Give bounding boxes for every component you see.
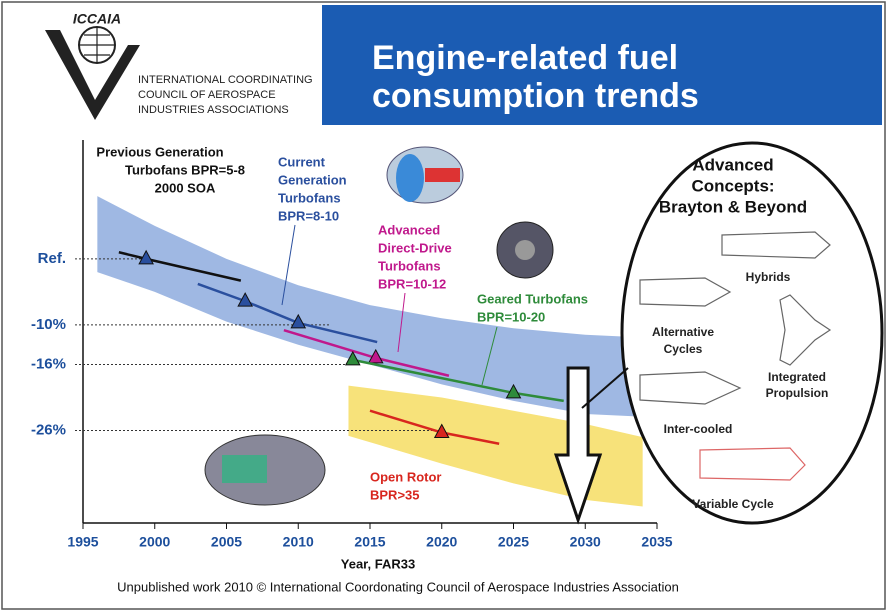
series-label: Advanced	[378, 222, 440, 237]
series-label: BPR=10-12	[378, 276, 446, 291]
x-axis-label: Year, FAR33	[341, 556, 415, 571]
x-tick-label: 2025	[498, 534, 529, 550]
concept-label: Propulsion	[766, 386, 829, 400]
concepts-heading: Concepts:	[691, 176, 774, 195]
marker	[138, 249, 154, 265]
org-line: INTERNATIONAL COORDINATING	[138, 74, 313, 86]
x-tick-label: 2000	[139, 534, 170, 550]
series-line	[197, 282, 378, 344]
marker	[367, 348, 384, 364]
concepts-ellipse	[620, 141, 884, 525]
title-box	[322, 5, 882, 125]
y-tick-label: -26%	[31, 422, 66, 439]
series-label: Turbofans BPR=5-8	[125, 162, 245, 177]
series-label: Turbofans	[378, 258, 441, 273]
sketch-integrated	[779, 294, 832, 366]
y-tick-label: -10%	[31, 316, 66, 333]
concepts-heading: Brayton & Beyond	[659, 197, 807, 216]
y-tick-label: -16%	[31, 355, 66, 372]
engine-core	[425, 168, 460, 182]
x-tick-label: 2005	[211, 534, 242, 550]
label-pointer	[281, 224, 296, 306]
series-label: Direct-Drive	[378, 240, 452, 255]
title-line: Engine-related fuel	[372, 39, 678, 77]
logo-grid	[79, 27, 115, 63]
x-tick-label: 2035	[641, 534, 672, 550]
label-pointer	[481, 326, 498, 386]
engine-illustrations	[204, 146, 554, 506]
concept-label: Hybrids	[746, 270, 791, 284]
x-tick-label: 2010	[283, 534, 314, 550]
org-line: COUNCIL OF AEROSPACE	[138, 89, 276, 101]
logo-mark	[45, 30, 140, 120]
x-tick-label: 2015	[354, 534, 385, 550]
series-label: Geared Turbofans	[477, 291, 588, 306]
x-tick-label: 1995	[67, 534, 98, 550]
concept-sketches	[639, 231, 832, 481]
series-label: BPR=8-10	[278, 208, 339, 223]
y-tick-label: Ref.	[38, 250, 66, 267]
concept-label: Cycles	[664, 342, 703, 356]
footer: Unpublished work 2010 © International Co…	[117, 579, 679, 594]
logo-text: ICCAIA	[73, 11, 121, 27]
series-label: Open Rotor	[370, 469, 442, 484]
series-label: BPR>35	[370, 487, 420, 502]
band	[97, 196, 658, 418]
series-label: Current	[278, 154, 326, 169]
marker	[505, 383, 522, 399]
logo: ICCAIA	[45, 11, 140, 120]
series-label: 2000 SOA	[155, 180, 216, 195]
marker	[344, 350, 361, 366]
engine-hub	[515, 240, 535, 260]
sketch-hybrid	[721, 231, 831, 259]
series-label: Turbofans	[278, 190, 341, 205]
marker	[237, 292, 253, 307]
concept-label: Integrated	[768, 370, 826, 384]
marker	[433, 423, 450, 439]
org-line: INDUSTRIES ASSOCIATIONS	[138, 104, 289, 116]
concepts-heading: Advanced	[692, 155, 773, 174]
concept-label: Variable Cycle	[692, 497, 774, 511]
series-label: Previous Generation	[96, 144, 223, 159]
x-tick-label: 2030	[570, 534, 601, 550]
concept-label: Alternative	[652, 325, 714, 339]
plot: 1995 2000 2005 2010 2015 2020 2025 2030 2035 Ref.…	[31, 140, 673, 550]
engine-fan	[396, 154, 424, 202]
sketch-variable	[699, 447, 806, 481]
arrow	[553, 366, 603, 525]
concept-label: Inter-cooled	[664, 422, 733, 436]
marker	[290, 313, 307, 329]
sketch-alternative	[639, 277, 732, 307]
sketch-intercooled	[639, 371, 742, 405]
series-label: Generation	[278, 172, 347, 187]
label-pointer	[397, 292, 406, 353]
series-label: BPR=10-20	[477, 309, 545, 324]
pointer	[581, 367, 629, 409]
title-line: consumption trends	[372, 77, 699, 115]
x-tick-label: 2020	[426, 534, 457, 550]
engine-open-rotor-core	[222, 455, 267, 483]
